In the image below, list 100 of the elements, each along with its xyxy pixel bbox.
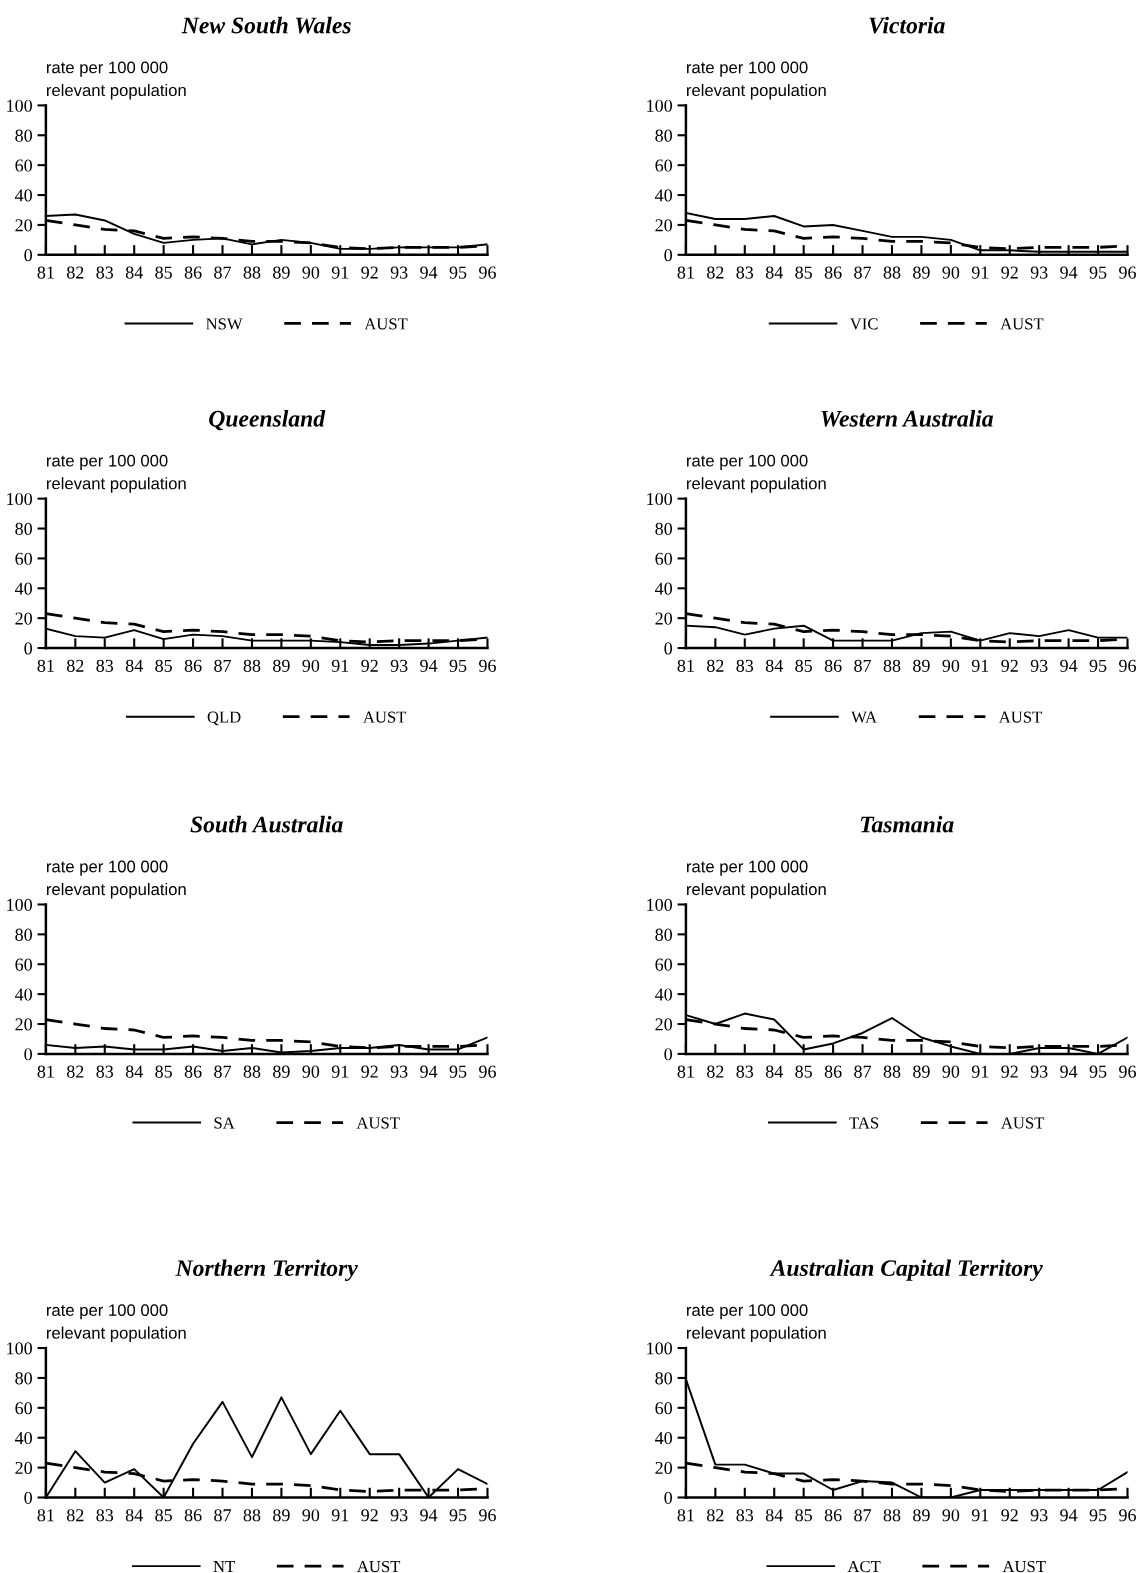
y-tick-label: 20 (15, 1018, 32, 1031)
x-tick-label: 95 (1089, 659, 1107, 672)
y-tick-label: 100 (647, 99, 673, 112)
x-tick-label: 86 (824, 266, 842, 279)
x-tick-label: 83 (96, 1509, 114, 1522)
legend-label: AUST (1002, 1560, 1046, 1573)
x-tick-label: 81 (37, 266, 54, 279)
x-tick-label: 87 (214, 1509, 232, 1522)
legend-label: TAS (849, 1117, 879, 1129)
x-tick-label: 90 (942, 266, 960, 279)
y-tick-label: 80 (655, 928, 673, 941)
x-tick-label: 91 (331, 1509, 349, 1522)
x-tick-label: 93 (1030, 266, 1048, 279)
x-tick-label: 82 (707, 1509, 724, 1522)
x-tick-label: 90 (302, 1065, 320, 1078)
x-tick-label: 82 (66, 659, 84, 672)
x-tick-label: 92 (361, 1065, 378, 1078)
x-tick-label: 94 (1060, 266, 1078, 279)
y-tick-label: 80 (15, 522, 32, 535)
x-tick-label: 81 (677, 1065, 694, 1078)
y-tick-label: 100 (7, 1342, 32, 1355)
y-tick-label: 0 (664, 642, 673, 655)
y-tick-label: 40 (14, 582, 32, 595)
x-tick-label: 92 (361, 266, 378, 279)
y-axis-title: rate per 100 000 relevant population (687, 61, 826, 100)
x-tick-label: 86 (184, 659, 202, 672)
y-tick-label: 60 (15, 159, 32, 172)
y-tick-label: 0 (24, 1491, 32, 1504)
y-tick-label: 100 (7, 898, 32, 911)
x-tick-label: 81 (37, 1065, 54, 1078)
y-tick-label: 40 (14, 189, 32, 202)
x-tick-label: 88 (883, 1509, 901, 1522)
x-tick-label: 83 (736, 266, 754, 279)
y-tick-label: 20 (15, 219, 32, 232)
y-tick-label: 100 (647, 898, 673, 911)
x-tick-label: 85 (155, 659, 172, 672)
x-tick-label: 96 (479, 266, 496, 279)
y-axis-title: rate per 100 000 relevant population (46, 454, 186, 493)
x-tick-label: 89 (913, 1065, 930, 1078)
y-tick-label: 100 (7, 99, 32, 112)
x-tick-label: 86 (824, 1509, 842, 1522)
y-tick-label: 20 (655, 612, 673, 625)
x-tick-label: 92 (361, 659, 378, 672)
x-tick-label: 92 (1001, 1509, 1018, 1522)
x-tick-label: 84 (765, 1509, 783, 1522)
y-tick-label: 40 (14, 1431, 32, 1445)
y-axis-title: rate per 100 000 relevant population (687, 860, 826, 899)
y-tick-label: 100 (647, 492, 673, 506)
x-tick-label: 93 (390, 266, 408, 279)
legend-label: SA (214, 1117, 235, 1129)
chart-title: Northern Territory (175, 1259, 358, 1281)
x-tick-label: 94 (1060, 1509, 1078, 1522)
y-tick-label: 0 (664, 249, 673, 262)
y-tick-label: 40 (655, 582, 673, 595)
x-tick-label: 85 (795, 659, 812, 672)
x-tick-label: 93 (390, 1509, 408, 1522)
chart-title: Queensland (209, 410, 326, 431)
x-tick-label: 92 (361, 1509, 378, 1522)
chart-title: Australian Capital Territory (769, 1259, 1043, 1281)
legend-label: WA (851, 711, 877, 723)
x-tick-label: 85 (155, 1065, 172, 1078)
y-tick-label: 60 (655, 552, 673, 565)
x-tick-label: 83 (736, 1509, 754, 1522)
y-tick-label: 60 (15, 552, 32, 565)
y-tick-label: 60 (655, 958, 673, 971)
x-tick-label: 88 (243, 1065, 261, 1078)
x-tick-label: 90 (942, 659, 960, 672)
x-tick-label: 81 (677, 1509, 694, 1522)
chart-title: New South Wales (181, 16, 351, 34)
x-tick-label: 91 (331, 266, 349, 279)
chart-title: South Australia (190, 815, 343, 833)
x-tick-label: 96 (479, 1509, 496, 1522)
x-tick-label: 89 (913, 1509, 930, 1522)
x-tick-label: 83 (96, 266, 114, 279)
x-tick-label: 81 (677, 659, 694, 672)
x-tick-label: 96 (1119, 1065, 1136, 1078)
legend-label: AUST (356, 1117, 400, 1129)
x-tick-label: 86 (184, 266, 202, 279)
legend-label: NT (213, 1561, 235, 1572)
x-tick-label: 89 (273, 1065, 290, 1078)
x-tick-label: 84 (125, 1509, 143, 1522)
x-tick-label: 96 (1119, 659, 1136, 672)
x-tick-label: 90 (302, 266, 320, 279)
y-tick-label: 80 (15, 1372, 32, 1385)
y-axis-title: rate per 100 000 relevant population (46, 1304, 186, 1343)
x-tick-label: 94 (1060, 1065, 1078, 1078)
y-tick-label: 40 (14, 988, 32, 1001)
x-tick-label: 92 (1001, 266, 1018, 279)
y-tick-label: 60 (15, 1402, 32, 1415)
x-tick-label: 87 (214, 659, 232, 672)
legend-label: AUST (364, 318, 408, 330)
x-tick-label: 96 (1119, 266, 1136, 279)
x-tick-label: 83 (736, 659, 754, 672)
x-tick-label: 89 (273, 1509, 290, 1522)
y-axis-title: rate per 100 000 relevant population (46, 61, 186, 100)
x-tick-label: 96 (479, 659, 496, 672)
x-tick-label: 84 (765, 1065, 783, 1078)
legend-label: AUST (998, 711, 1042, 723)
chart-title: Victoria (869, 16, 945, 34)
legend-label: QLD (207, 711, 241, 726)
